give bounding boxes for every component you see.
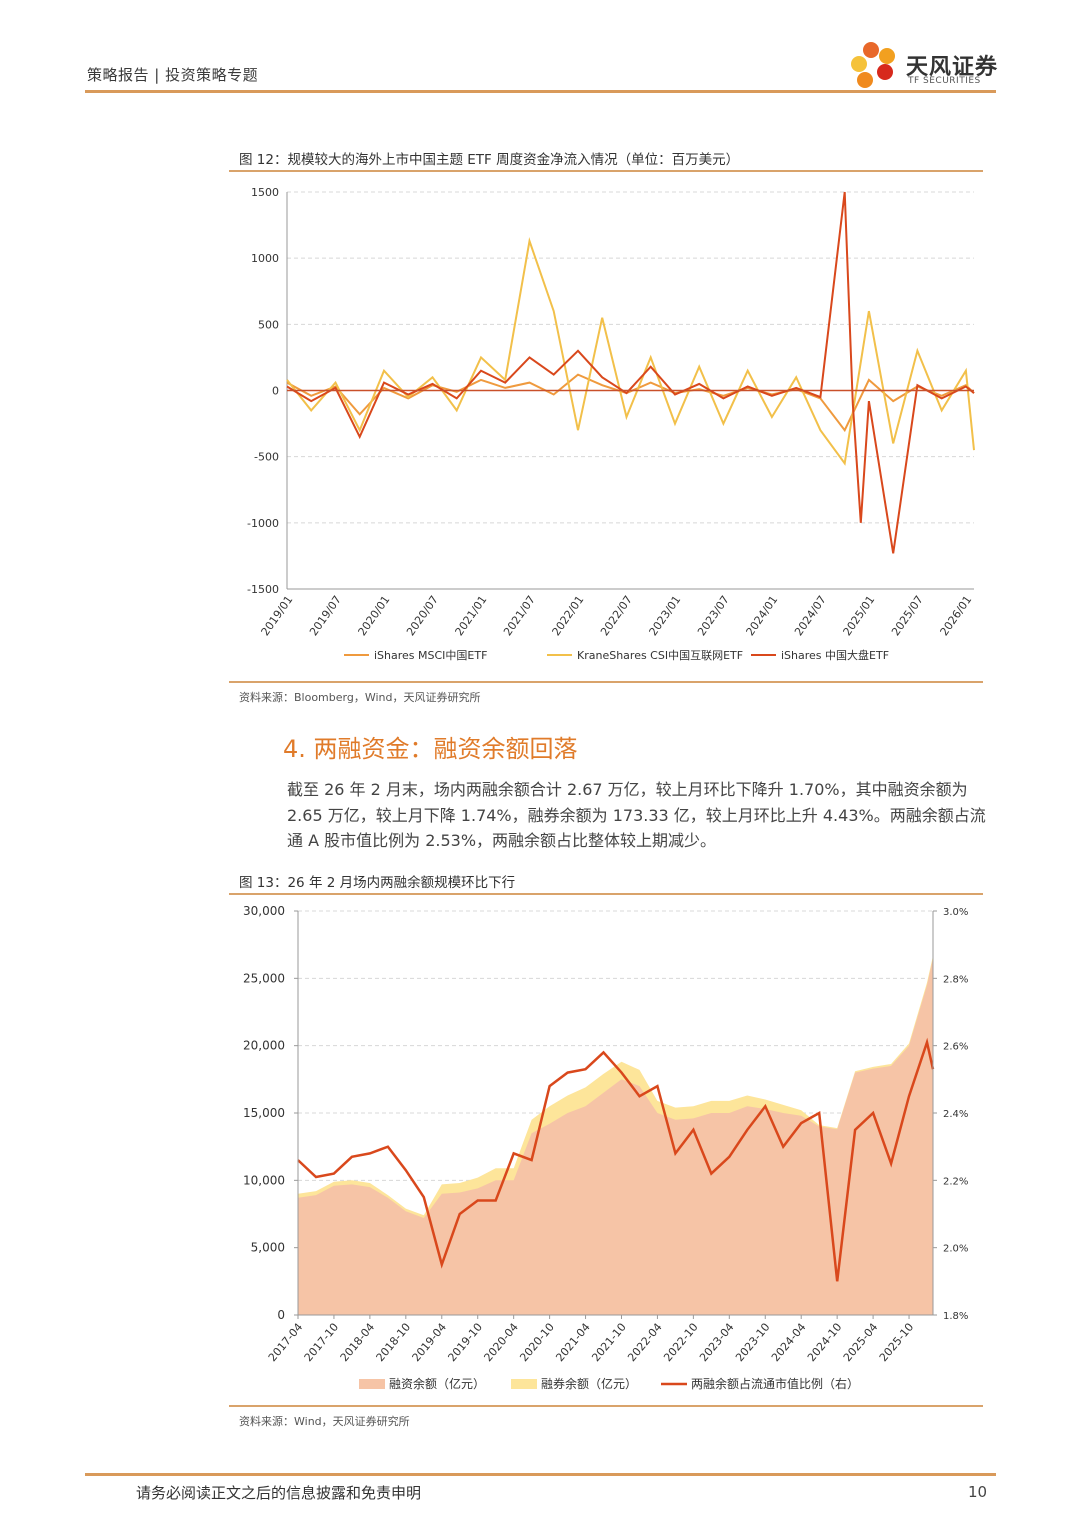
- y-tick-label: -1500: [247, 583, 279, 596]
- figure-12-bottom-rule: [229, 681, 983, 683]
- figure-13-bottom-rule: [229, 1405, 983, 1407]
- x-tick-label: 2022-10: [661, 1321, 701, 1365]
- y-left-tick-label: 0: [277, 1308, 285, 1322]
- figure-12-top-rule: [229, 170, 983, 172]
- x-tick-label: 2020/01: [356, 593, 393, 638]
- x-tick-label: 2021-10: [589, 1321, 629, 1365]
- x-tick-label: 2019-10: [446, 1321, 486, 1365]
- page-number: 10: [968, 1483, 988, 1501]
- footer-divider: [85, 1473, 996, 1476]
- financing-balance-area: [298, 958, 933, 1315]
- paragraph-text: 截至 26 年 2 月末，场内两融余额合计 2.67 万亿，较上月环比下降升 1…: [287, 780, 986, 850]
- ratio-line: [297, 1037, 935, 1282]
- x-tick-label: 2023/01: [647, 593, 684, 638]
- x-tick-label: 2021-04: [553, 1321, 593, 1365]
- x-tick-label: 2017-10: [302, 1321, 342, 1365]
- figure-13-source: 资料来源：Wind，天风证券研究所: [239, 1415, 410, 1428]
- y-right-tick-label: 2.2%: [943, 1176, 968, 1187]
- y-right-tick-label: 2.8%: [943, 974, 968, 985]
- header-divider: [85, 90, 996, 93]
- figure-12-title: 图 12：规模较大的海外上市中国主题 ETF 周度资金净流入情况（单位：百万美元…: [239, 152, 740, 168]
- y-tick-label: 500: [258, 318, 279, 331]
- report-header-label: 策略报告 | 投资策略专题: [87, 66, 259, 84]
- x-tick-label: 2024/07: [792, 593, 829, 638]
- legend-label: 融券余额（亿元）: [541, 1376, 637, 1391]
- figure-13-top-rule: [229, 893, 983, 895]
- margin-balance-chart: 30,000 25,000 20,000 15,000 10,000 5,000 0 3.0%…: [243, 904, 968, 1391]
- section-paragraph: 截至 26 年 2 月末，场内两融余额合计 2.67 万亿，较上月环比下降升 1…: [287, 777, 997, 854]
- x-tick-label: 2024-10: [805, 1321, 845, 1365]
- legend-label: iShares MSCI中国ETF: [374, 649, 487, 662]
- y-tick-label: 0: [272, 385, 279, 398]
- x-tick-label: 2021/01: [453, 593, 490, 638]
- series-line: [286, 373, 975, 433]
- series-line: [286, 191, 975, 554]
- x-tick-label: 2023-04: [697, 1321, 737, 1365]
- x-tick-label: 2026/01: [938, 593, 975, 638]
- x-tick-label: 2025/07: [889, 593, 926, 638]
- x-tick-label: 2024-04: [769, 1321, 809, 1365]
- x-tick-label: 2025-04: [841, 1321, 881, 1365]
- x-tick-label: 2022-04: [625, 1321, 665, 1365]
- y-left-tick-label: 5,000: [251, 1241, 285, 1255]
- y-right-tick-label: 3.0%: [943, 907, 968, 918]
- y-left-tick-label: 25,000: [243, 971, 285, 985]
- y-right-tick-label: 2.0%: [943, 1244, 968, 1255]
- x-tick-label: 2019/07: [307, 593, 344, 638]
- legend-label: iShares 中国大盘ETF: [781, 648, 889, 662]
- legend-swatch: [511, 1379, 537, 1389]
- x-tick-label: 2018-10: [374, 1321, 414, 1365]
- y-left-tick-label: 10,000: [243, 1173, 285, 1187]
- x-tick-label: 2023/07: [695, 593, 732, 638]
- footer-disclaimer: 请务必阅读正文之后的信息披露和免责申明: [136, 1484, 422, 1502]
- series-line: [286, 237, 975, 466]
- x-tick-label: 2023-10: [733, 1321, 773, 1365]
- y-left-tick-label: 15,000: [243, 1106, 285, 1120]
- y-tick-label: 1500: [251, 186, 279, 199]
- y-left-tick-label: 20,000: [243, 1039, 285, 1053]
- section-title: 4. 两融资金：融资余额回落: [283, 735, 578, 763]
- legend-label: KraneShares CSI中国互联网ETF: [577, 649, 743, 662]
- logo-wordmark: 天风证券: [906, 55, 999, 80]
- y-tick-label: -1000: [247, 517, 279, 530]
- x-tick-label: 2025/01: [841, 593, 878, 638]
- x-tick-label: 2022/07: [598, 593, 635, 638]
- x-tick-label: 2020/07: [404, 593, 441, 638]
- x-tick-label: 2021/07: [501, 593, 538, 638]
- figure-13-title: 图 13：26 年 2 月场内两融余额规模环比下行: [239, 875, 516, 891]
- legend-swatch: [359, 1379, 385, 1389]
- legend-label: 两融余额占流通市值比例（右）: [691, 1376, 859, 1391]
- x-tick-label: 2024/01: [744, 593, 781, 638]
- legend-label: 融资余额（亿元）: [389, 1376, 485, 1391]
- x-tick-label: 2020-04: [481, 1321, 521, 1365]
- logo-flower-icon: [851, 42, 895, 88]
- y-right-tick-label: 1.8%: [943, 1311, 968, 1322]
- x-tick-label: 2019/01: [259, 593, 296, 638]
- x-tick-label: 2022/01: [550, 593, 587, 638]
- x-tick-label: 2020-10: [517, 1321, 557, 1365]
- figure-12-source: 资料来源：Bloomberg，Wind，天风证券研究所: [239, 691, 481, 704]
- y-right-tick-label: 2.4%: [943, 1109, 968, 1120]
- x-tick-label: 2018-04: [338, 1321, 378, 1365]
- x-tick-label: 2025-10: [877, 1321, 917, 1365]
- y-right-tick-label: 2.6%: [943, 1042, 968, 1053]
- y-tick-label: 1000: [251, 252, 279, 265]
- y-tick-label: -500: [254, 451, 279, 464]
- x-tick-label: 2017-04: [266, 1321, 306, 1365]
- y-left-tick-label: 30,000: [243, 904, 285, 918]
- x-tick-label: 2019-04: [410, 1321, 450, 1365]
- logo-subtitle: TF SECURITIES: [908, 76, 981, 86]
